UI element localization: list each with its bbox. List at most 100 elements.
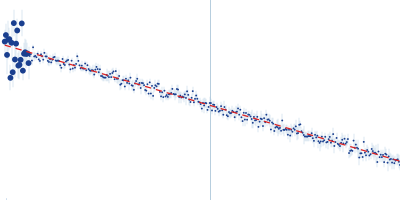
Point [92, 68, 98, 71]
Point [364, 148, 370, 152]
Point [177, 94, 184, 97]
Point [397, 163, 400, 167]
Point [110, 70, 117, 73]
Point [326, 135, 333, 139]
Point [112, 69, 119, 73]
Point [167, 92, 173, 95]
Point [281, 128, 288, 132]
Point [302, 135, 308, 138]
Point [248, 117, 255, 121]
Point [132, 82, 138, 85]
Point [143, 89, 150, 92]
Point [235, 107, 241, 110]
Point [326, 138, 332, 141]
Point [225, 115, 231, 118]
Point [239, 119, 246, 123]
Point [159, 91, 165, 94]
Point [123, 77, 129, 80]
Point [71, 63, 77, 67]
Point [14, 29, 20, 32]
Point [282, 127, 289, 131]
Point [349, 149, 356, 152]
Point [172, 93, 179, 96]
Point [106, 76, 112, 79]
Point [183, 96, 189, 100]
Point [3, 33, 9, 37]
Point [383, 153, 390, 156]
Point [133, 79, 139, 83]
Point [44, 55, 50, 58]
Point [89, 68, 95, 72]
Point [156, 82, 162, 85]
Point [165, 95, 171, 98]
Point [18, 22, 25, 25]
Point [273, 125, 280, 128]
Point [68, 59, 75, 62]
Point [56, 59, 62, 63]
Point [266, 119, 273, 122]
Point [10, 71, 16, 74]
Point [292, 128, 298, 131]
Point [104, 73, 110, 77]
Point [226, 110, 232, 114]
Point [30, 46, 36, 49]
Point [23, 52, 30, 56]
Point [340, 142, 346, 145]
Point [268, 128, 274, 131]
Point [331, 144, 338, 148]
Point [118, 82, 125, 85]
Point [297, 123, 304, 126]
Point [2, 40, 8, 43]
Point [310, 137, 316, 140]
Point [360, 155, 366, 159]
Point [386, 155, 392, 158]
Point [66, 63, 72, 66]
Point [389, 161, 395, 164]
Point [50, 56, 57, 59]
Point [102, 76, 109, 79]
Point [130, 84, 136, 87]
Point [286, 128, 292, 131]
Point [329, 139, 335, 142]
Point [64, 59, 70, 62]
Point [12, 58, 18, 61]
Point [60, 62, 67, 66]
Point [6, 38, 12, 41]
Point [117, 83, 124, 86]
Point [20, 69, 26, 72]
Point [10, 71, 16, 74]
Point [47, 58, 53, 61]
Point [227, 112, 233, 115]
Point [26, 54, 33, 58]
Point [14, 29, 20, 32]
Point [355, 147, 361, 150]
Point [280, 128, 286, 131]
Point [142, 88, 148, 92]
Point [8, 41, 15, 44]
Point [122, 85, 128, 88]
Point [63, 60, 69, 63]
Point [135, 83, 142, 86]
Point [277, 126, 283, 129]
Point [196, 101, 203, 104]
Point [337, 144, 343, 148]
Point [296, 123, 302, 126]
Point [208, 101, 214, 105]
Point [127, 76, 134, 79]
Point [49, 58, 56, 61]
Point [120, 79, 127, 82]
Point [256, 120, 263, 123]
Point [109, 71, 116, 75]
Point [192, 97, 198, 100]
Point [334, 142, 341, 145]
Point [360, 140, 367, 143]
Point [260, 124, 266, 128]
Point [320, 140, 326, 143]
Point [186, 98, 192, 101]
Point [85, 67, 92, 71]
Point [333, 136, 340, 140]
Point [4, 53, 10, 57]
Point [73, 62, 79, 66]
Point [190, 90, 196, 93]
Point [300, 133, 307, 137]
